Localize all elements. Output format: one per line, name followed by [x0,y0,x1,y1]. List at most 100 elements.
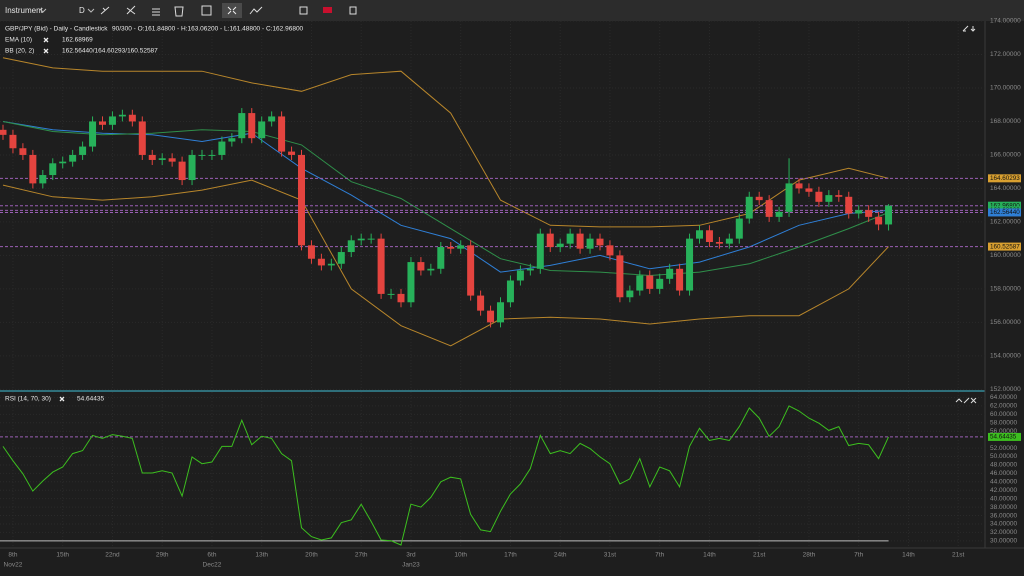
x-tick-label: 22nd [105,552,120,559]
candle-body [268,116,276,122]
candle-body [397,293,405,303]
candle-body [765,200,773,217]
y-tick-label: 48.00000 [990,462,1017,469]
candle-body [108,116,116,125]
candle-body [218,141,226,155]
indicator-line [2,121,889,277]
candle-body [307,245,315,259]
candle-body [676,268,684,291]
y-tick-label: 36.00000 [990,512,1017,519]
candle-body [69,154,77,162]
ema-value: 162.68969 [62,37,93,44]
fib-tool[interactable] [152,8,160,16]
price-tag-label: 54.64435 [990,434,1017,441]
candle-body [387,293,395,295]
y-tick-label: 174.00000 [990,18,1021,25]
candle-body [865,210,873,217]
candle-body [437,247,445,269]
delete-tool[interactable] [174,6,184,17]
candle-body [168,158,176,162]
x-tick-label: 6th [207,552,216,559]
candle-body [467,245,475,296]
candle-body [516,270,524,281]
candle-body [0,129,7,135]
x-tick-label: 29th [156,552,169,559]
indicator-button[interactable] [249,6,263,15]
x-tick-label: 14th [703,552,716,559]
y-tick-label: 170.00000 [990,85,1021,92]
x-tick-month: Nov22 [4,562,23,569]
candle-body [835,195,843,197]
draw-tool[interactable] [100,6,110,15]
x-tick-month: Dec22 [203,562,222,569]
popout-button[interactable] [349,6,357,15]
candle-body [566,233,574,244]
y-tick-label: 62.00000 [990,403,1017,410]
candle-body [208,154,216,156]
fit-button[interactable] [222,3,242,18]
y-tick-label: 152.00000 [990,386,1021,393]
candle-body [477,295,485,311]
y-tick-label: 64.00000 [990,394,1017,401]
candle-body [536,233,544,269]
candle-body [855,210,863,214]
x-tick-label: 20th [305,552,318,559]
y-tick-label: 56.00000 [990,428,1017,435]
candle-body [49,163,57,176]
candle-body [457,245,465,249]
candle-body [128,114,136,122]
candle-body [875,216,883,225]
plot: 8th Nov22 15th 22nd 29th 6th Dec22 13th 20th 27th… [0,18,1021,569]
candle-body [138,121,146,155]
candle-body [347,240,355,253]
candle-body [586,238,594,249]
candle-body [238,113,246,139]
line-tool[interactable] [126,5,136,15]
y-tick-label: 172.00000 [990,51,1021,58]
candle-body [576,233,584,249]
candle-body [118,114,126,117]
candle-body [705,230,713,242]
pane-controls[interactable] [962,25,976,32]
candle-body [248,113,256,139]
candle-body [885,205,893,225]
instrument-menu[interactable]: Instrument [5,6,44,15]
candle-body [29,154,37,184]
alarm-button[interactable] [299,6,308,15]
toolbar-bg [0,0,1024,21]
candle-body [89,121,97,147]
candle-body [616,255,624,298]
candle-body [188,154,196,181]
candle-body [596,238,604,246]
candle-body [636,275,644,291]
language-flag[interactable] [323,7,332,13]
ohlc-summary: 90/300 - O:161.84800 - H:163.06200 - L:1… [112,26,304,33]
y-tick-label: 162.00000 [990,219,1021,226]
timeframe-menu[interactable]: D [79,6,85,15]
x-tick-label: 15th [56,552,69,559]
y-tick-label: 34.00000 [990,521,1017,528]
price-tag [988,432,1021,441]
layout-button[interactable] [201,5,212,16]
candle-body [367,238,375,240]
indicator-line [2,121,889,273]
y-tick-label: 40.00000 [990,495,1017,502]
candle-body [19,148,27,155]
y-tick-label: 154.00000 [990,353,1021,360]
y-tick-label: 160.00000 [990,252,1021,259]
candle-body [258,121,266,139]
candle-body [626,290,634,298]
dropdown-icon[interactable] [87,8,95,13]
y-tick-label: 58.00000 [990,419,1017,426]
y-tick-label: 156.00000 [990,319,1021,326]
candle-body [775,211,783,217]
candle-body [327,263,335,266]
candle-body [198,154,206,156]
dropdown-icon[interactable] [39,8,47,13]
candle-body [715,241,723,244]
y-tick-label: 42.00000 [990,487,1017,494]
remove-indicator[interactable] [43,37,65,402]
candle-body [278,116,286,152]
rsi-pane-controls[interactable] [955,397,977,404]
x-tick-label: 31st [604,552,616,559]
